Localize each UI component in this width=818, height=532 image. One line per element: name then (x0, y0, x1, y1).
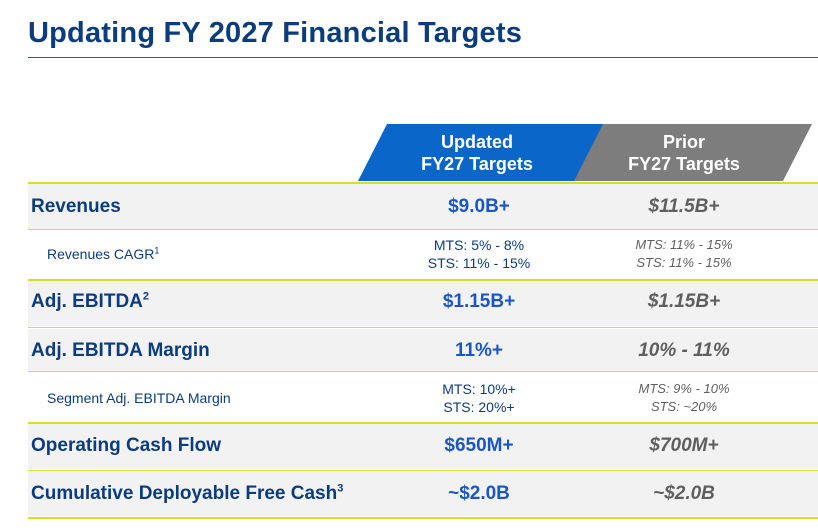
adj-ebitda-margin-label: Adj. EBITDA Margin (31, 340, 210, 361)
adj-ebitda-label: Adj. EBITDA2 (31, 290, 150, 312)
segment-margin-label: Segment Adj. EBITDA Margin (47, 390, 231, 406)
footnote-marker: 3 (337, 482, 344, 495)
row-divider (28, 371, 818, 372)
deployable-free-cash-updated-value: ~$2.0B (448, 483, 510, 504)
adj-ebitda-updated-value: $1.15B+ (442, 291, 516, 312)
adj-ebitda-margin-updated-value: 11%+ (454, 340, 504, 361)
prior-header-banner (574, 124, 812, 181)
revenues-cagr-prior-value: MTS: 11% - 15% STS: 11% - 15% (635, 237, 733, 270)
segment-margin-prior-value: MTS: 9% - 10% STS: ~20% (638, 381, 730, 414)
revenues-prior-value: $11.5B+ (648, 196, 720, 217)
operating-cash-flow-label: Operating Cash Flow (31, 435, 222, 456)
operating-cash-flow-row-bg (28, 424, 818, 469)
deployable-free-cash-row-bg (28, 472, 818, 516)
prior-targets-header: Prior FY27 Targets (628, 132, 740, 174)
deployable-free-cash-prior-value: ~$2.0B (653, 483, 715, 504)
revenues-updated-value: $9.0B+ (448, 196, 510, 217)
row-divider (28, 229, 818, 230)
page-title: Updating FY 2027 Financial Targets (28, 17, 523, 49)
row-divider (28, 279, 818, 281)
footnote-marker: 2 (142, 290, 150, 303)
row-divider (28, 422, 818, 424)
revenues-label: Revenues (31, 196, 121, 217)
footnote-marker: 1 (154, 245, 160, 256)
adj-ebitda-margin-prior-value: 10% - 11% (638, 340, 730, 361)
revenues-cagr-updated-value: MTS: 5% - 8% STS: 11% - 15% (427, 237, 531, 271)
adj-ebitda-prior-value: $1.15B+ (647, 291, 721, 312)
row-divider (28, 470, 818, 471)
adj-ebitda-row-bg (28, 281, 818, 326)
adj-ebitda-margin-row-bg (28, 329, 818, 371)
deployable-free-cash-label: Cumulative Deployable Free Cash3 (31, 482, 344, 504)
operating-cash-flow-updated-value: $650M+ (444, 435, 514, 456)
table-top-rule (28, 182, 818, 184)
title-underline (28, 57, 818, 58)
segment-margin-updated-value: MTS: 10%+ STS: 20%+ (442, 381, 516, 415)
updated-targets-header: Updated FY27 Targets (421, 132, 533, 174)
operating-cash-flow-prior-value: $700M+ (649, 435, 719, 456)
row-divider (28, 327, 818, 328)
column-header-banners (358, 124, 812, 181)
revenues-row-bg (28, 184, 818, 229)
revenues-cagr-label: Revenues CAGR1 (47, 245, 160, 262)
table-bottom-rule (28, 517, 818, 519)
updated-header-banner (358, 124, 606, 181)
